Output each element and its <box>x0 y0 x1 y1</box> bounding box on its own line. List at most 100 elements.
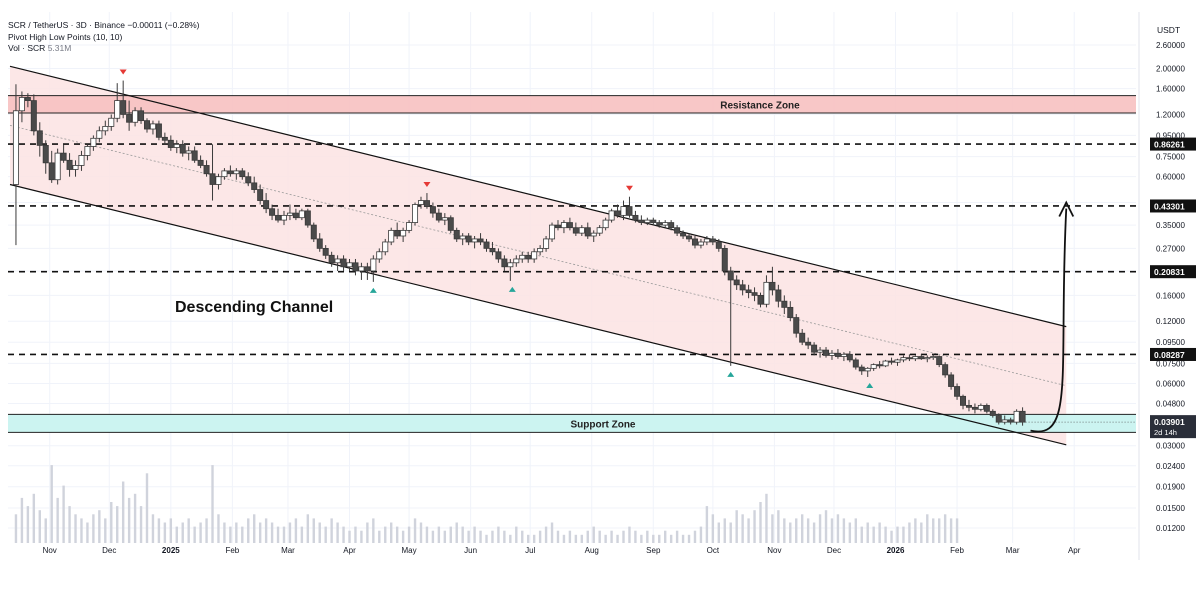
volume-bar <box>830 518 834 543</box>
candle <box>948 372 955 390</box>
candle <box>572 222 579 236</box>
volume-bar <box>628 526 631 543</box>
candle <box>233 168 240 180</box>
volume-bar <box>556 530 560 543</box>
candle-body-up <box>12 110 19 185</box>
time-tick-label: Apr <box>343 546 356 555</box>
candle <box>376 248 383 263</box>
volume-bar <box>884 526 887 543</box>
volume-bar <box>163 522 167 543</box>
candle <box>989 409 996 418</box>
candle <box>185 146 192 161</box>
candle <box>310 222 317 242</box>
candle <box>680 230 687 239</box>
symbol-header[interactable]: SCR / TetherUS · 3D · Binance −0.00011 (… <box>8 20 200 30</box>
volume-value: 5.31M <box>47 43 72 53</box>
volume-bar <box>783 518 786 543</box>
candle-body-down <box>727 270 734 281</box>
indicator-volume[interactable]: Vol · SCR 5.31M <box>8 43 71 54</box>
candle <box>888 357 895 365</box>
current-price-tag <box>1150 415 1196 439</box>
volume-bar <box>121 481 125 543</box>
candle <box>12 84 19 246</box>
candle <box>203 160 210 177</box>
volume-bar <box>622 530 625 543</box>
volume-bar <box>860 526 863 543</box>
candle-body-down <box>936 356 943 366</box>
level-price-tag <box>1150 265 1196 279</box>
candle-body-down <box>36 130 43 146</box>
volume-bar <box>586 530 589 543</box>
candle <box>340 255 347 271</box>
volume-bar <box>908 522 911 543</box>
volume-label: Vol · SCR <box>8 43 46 53</box>
candle-body-down <box>197 159 204 166</box>
volume-bar <box>937 518 941 543</box>
candle <box>304 208 311 228</box>
candle-body-down <box>209 173 216 185</box>
candle <box>18 91 25 123</box>
indicator-pivot-label[interactable]: Pivot High Low Points (10, 10) <box>8 32 123 42</box>
candle <box>620 200 627 221</box>
volume-bar <box>258 522 262 543</box>
candle <box>215 173 222 190</box>
candle-body-up <box>149 123 156 130</box>
candle-body-down <box>691 238 698 246</box>
support-zone-label: Support Zone <box>571 419 636 430</box>
candle <box>298 208 305 221</box>
volume-bar <box>717 522 721 543</box>
candle <box>995 413 1002 425</box>
level-price-tag <box>1150 137 1196 151</box>
candle <box>429 202 436 218</box>
candle-body-down <box>715 241 722 249</box>
candle <box>227 165 234 177</box>
candle <box>501 255 508 271</box>
volume-bar <box>800 514 804 543</box>
volume-bar <box>104 518 107 543</box>
candle-body-down <box>948 374 955 387</box>
time-tick-label: Sep <box>646 546 661 555</box>
candle-body-down <box>995 415 1002 423</box>
candle <box>674 225 681 236</box>
candle <box>650 217 657 226</box>
volume-bar <box>199 522 202 543</box>
candle <box>406 220 413 234</box>
candle-body-down <box>626 206 633 216</box>
candle <box>334 255 341 271</box>
candle-body-down <box>799 332 806 343</box>
volume-bar <box>681 534 685 543</box>
volume-bar <box>32 493 36 543</box>
candle <box>483 238 490 252</box>
candle <box>179 140 186 157</box>
volume-bar <box>604 534 607 543</box>
candle <box>1001 415 1008 425</box>
volume-bar <box>687 534 691 543</box>
candle <box>864 367 871 377</box>
candle-body-down <box>138 110 145 122</box>
candle-body-down <box>42 145 49 164</box>
candle <box>149 120 156 135</box>
candle-body-up <box>894 359 901 363</box>
volume-bar <box>580 534 584 543</box>
candle-body-down <box>989 410 996 416</box>
candle <box>858 364 865 375</box>
volume-bar <box>181 522 184 543</box>
time-tick-label: Jul <box>525 546 535 555</box>
candle-body-up <box>864 367 871 372</box>
candle <box>358 262 365 280</box>
candle <box>977 403 984 412</box>
volume-bar <box>98 510 101 543</box>
candle-body-up <box>519 254 526 260</box>
volume-bar <box>735 510 738 543</box>
candle-body-up <box>233 170 240 175</box>
candle <box>596 225 603 236</box>
candle <box>852 357 859 370</box>
candle-body-down <box>942 364 949 376</box>
candle <box>54 148 61 185</box>
candle-body-up <box>840 353 847 357</box>
level-price-tag-text: 0.43301 <box>1154 201 1185 211</box>
candle-body-down <box>394 229 401 237</box>
candle <box>656 220 663 228</box>
